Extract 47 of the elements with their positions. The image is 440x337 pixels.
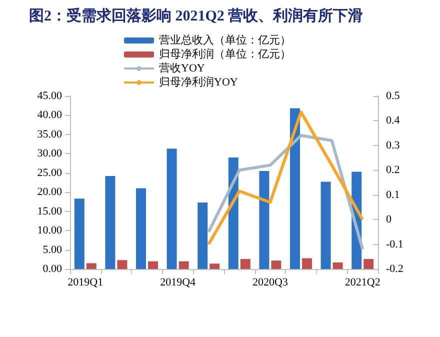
y-tick-label: 20.00: [37, 186, 62, 198]
bar: [302, 258, 312, 269]
line-series: [207, 134, 364, 251]
y-tick-label: 40.00: [37, 109, 62, 122]
y2-tick-label: 0.1: [386, 188, 400, 201]
y-tick-label: 35.00: [37, 128, 62, 140]
legend-label: 归母净利润YOY: [159, 76, 238, 88]
x-tick-label: 2019Q1: [68, 276, 104, 288]
y-tick-label: 10.00: [37, 224, 62, 237]
bar: [166, 148, 177, 269]
y2-tick-label: 0.4: [386, 114, 400, 127]
x-tick-label: 2019Q4: [160, 276, 196, 288]
y-tick-label: 30.00: [37, 148, 62, 160]
y2-tick-label: -0.1: [386, 238, 404, 250]
legend-label: 营收YOY: [159, 62, 205, 74]
y2-tick-label: 0.3: [386, 139, 400, 152]
y-tick-label: 45.00: [37, 90, 62, 102]
legend-label: 营业总收入（单位：亿元）: [159, 34, 291, 46]
bar: [210, 264, 220, 269]
line-series: [207, 110, 364, 246]
y2-tick-label: 0.2: [386, 164, 400, 176]
y-tick-label: 0.00: [42, 263, 62, 275]
bar: [136, 188, 146, 269]
x-tick-label: 2020Q3: [252, 276, 288, 288]
bar: [178, 261, 189, 269]
y2-tick-label: 0.5: [386, 90, 400, 102]
bar: [74, 198, 84, 269]
bar: [320, 182, 331, 269]
bar: [86, 263, 96, 269]
bar: [240, 259, 250, 269]
y2-tick-label: -0.2: [386, 263, 404, 275]
y2-tick-label: 0: [386, 214, 392, 226]
chart-title: 图2：受需求回落影响 2021Q2 营收、利润有所下滑: [29, 6, 364, 24]
bar: [332, 262, 343, 269]
bar: [259, 170, 270, 269]
bar: [364, 259, 374, 269]
bar: [117, 260, 128, 269]
y-tick-label: 25.00: [37, 166, 62, 179]
y-tick-label: 5.00: [42, 244, 62, 256]
legend-label: 归母净利润（单位：亿元）: [159, 48, 291, 60]
x-tick-label: 2021Q2: [344, 276, 380, 288]
bar: [290, 108, 300, 269]
bar: [148, 261, 158, 269]
y-tick-label: 15.00: [37, 205, 62, 218]
bar: [198, 202, 208, 269]
bar: [271, 260, 282, 269]
bar: [105, 176, 116, 269]
